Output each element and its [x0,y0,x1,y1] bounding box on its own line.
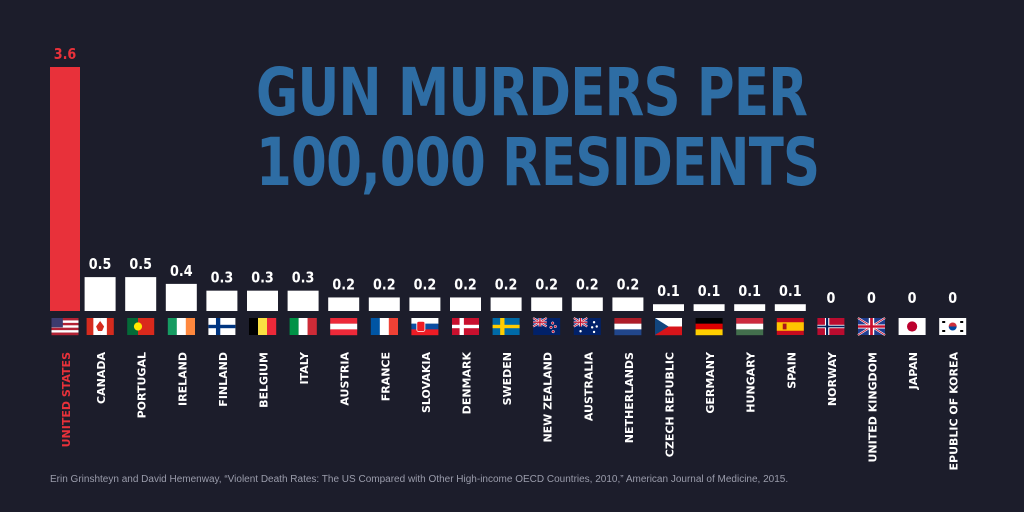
flag-be-icon [249,318,277,335]
category-label: DENMARK [461,352,474,415]
data-label: 0 [826,290,835,307]
flag-fr-icon [370,318,398,335]
bar [409,297,441,311]
bar [287,290,319,311]
data-label: 0.1 [779,283,802,300]
bar [653,304,684,311]
category-label: CZECH REPUBLIC [664,352,677,457]
flag-de-icon [695,318,723,336]
data-label: 3.6 [54,46,77,63]
flag-ie-icon [167,318,195,335]
flag-nz-icon [532,317,561,335]
source-citation: Erin Grinshteyn and David Hemenway, “Vio… [50,474,789,485]
data-label: 0.3 [211,270,234,287]
flag-ca-icon [86,318,114,335]
data-label: 0.4 [170,263,193,280]
category-label: NORWAY [826,351,839,406]
category-label: NETHERLANDS [623,352,636,443]
flag-se-icon [492,318,520,335]
bar [50,67,80,311]
category-label: BELGIUM [258,352,271,408]
category-label: FRANCE [379,352,392,401]
flag-au-icon [573,317,601,335]
data-label: 0.2 [414,277,437,294]
bar [571,297,603,311]
flag-gb-icon [857,317,886,336]
data-label: 0.2 [535,277,558,294]
category-label: AUSTRIA [339,352,352,406]
flag-no-icon [817,318,845,335]
flag-pt-icon [127,318,155,335]
data-label: 0.2 [373,277,396,294]
data-label: 0.3 [292,270,315,287]
category-label: ITALY [298,351,311,385]
category-label: UNITED STATES [60,352,73,447]
flag-jp-icon [898,318,926,335]
bar [84,277,116,311]
category-label: NEW ZEALAND [542,352,555,443]
flag-kr-icon [939,318,967,335]
flag-dk-icon [452,318,479,335]
data-label: 0.2 [617,277,640,294]
bar [734,304,766,311]
bar [450,297,481,311]
category-label: AUSTRALIA [582,352,595,422]
flag-hu-icon [736,318,764,336]
category-label: UNITED KINGDOM [867,352,880,463]
data-label: 0.5 [129,256,152,273]
category-label: SWEDEN [501,352,514,405]
data-label: 0.1 [738,283,761,300]
category-label: HUNGARY [745,351,758,413]
flag-it-icon [289,318,317,335]
data-label: 0.2 [495,277,518,294]
category-label: GERMANY [704,351,717,414]
data-label: 0.2 [576,277,599,294]
data-label: 0 [948,290,957,307]
bar [490,297,522,311]
data-label: 0.2 [332,277,355,294]
data-label: 0.3 [251,270,274,287]
flag-sk-icon [411,318,439,336]
data-label: 0 [867,290,876,307]
bar [247,290,278,311]
bar [125,277,157,311]
bar [328,297,360,311]
bar [368,297,400,311]
bar [206,290,238,311]
category-label: IRELAND [176,352,189,406]
category-label: REPUBLIC OF KOREA [948,352,961,470]
category-label: JAPAN [907,352,920,390]
category-label: PORTUGAL [136,352,149,418]
data-label: 0.1 [657,283,680,300]
flag-at-icon [330,318,358,336]
flag-nl-icon [614,318,642,336]
flag-es-icon [776,318,804,335]
flag-cz-icon [655,318,682,336]
bar [531,297,563,311]
bar-chart: 3.6 UNITED STATES 0.5 CANADA 0.5 PORTUGAL 0.4 I… [50,46,967,470]
data-label: 0 [908,290,917,307]
data-label: 0.5 [89,256,112,273]
category-label: CANADA [95,352,108,404]
category-label: FINLAND [217,352,230,407]
data-label: 0.1 [698,283,721,300]
bar [774,304,806,311]
bar [165,283,197,311]
category-label: SPAIN [785,352,798,389]
flag-us-icon [51,318,79,336]
bar [612,297,644,311]
flag-fi-icon [208,318,236,335]
data-label: 0.2 [454,277,477,294]
bar [693,304,725,311]
category-label: SLOVAKIA [420,352,433,413]
